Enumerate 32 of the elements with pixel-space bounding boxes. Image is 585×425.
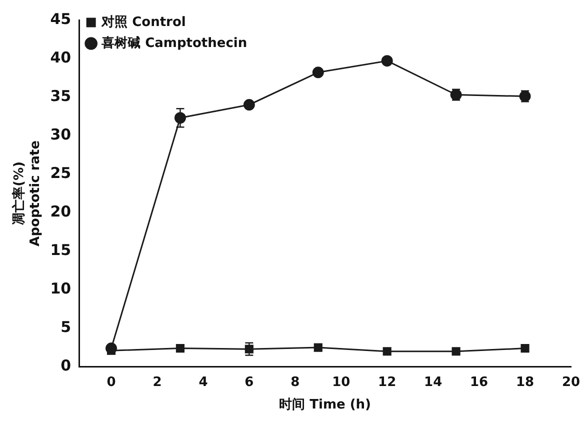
x-tick-label: 2 [152,374,162,390]
y-tick-label: 35 [50,86,72,105]
y-tick-label: 30 [50,125,72,144]
point [176,344,185,353]
y-tick-label: 20 [50,202,72,221]
y-tick-label: 0 [60,356,72,375]
x-tick-label: 20 [562,374,580,390]
y-tick-label: 25 [50,164,72,182]
x-tick-label: 10 [332,374,350,390]
legend-label: 喜树碱 Camptothecin [100,36,248,51]
y-tick-label: 10 [50,280,72,298]
x-tick-label: 8 [290,374,300,390]
x-tick-label: 0 [106,374,116,390]
y-tick-label: 5 [60,318,72,336]
x-tick-label: 6 [244,374,254,390]
x-axis-title: 时间 Time (h) [279,398,371,413]
y-tick-label: 45 [50,10,72,28]
point [382,347,392,356]
point [520,344,530,353]
x-tick-label: 12 [378,374,396,390]
x-tick-label: 18 [516,374,534,390]
point [243,99,255,111]
y-axis-title: 凋亡率(%) Apoptotic rate [11,140,43,246]
x-tick-label: 4 [198,374,208,390]
point [312,66,324,78]
x-tick-label: 16 [470,374,488,390]
point [452,347,460,356]
y-tick-label: 40 [50,48,72,66]
legend-label: 对照 Control [100,14,186,30]
y-tick-label: 15 [50,241,72,260]
point [381,55,393,67]
x-tick-label: 14 [424,374,442,390]
